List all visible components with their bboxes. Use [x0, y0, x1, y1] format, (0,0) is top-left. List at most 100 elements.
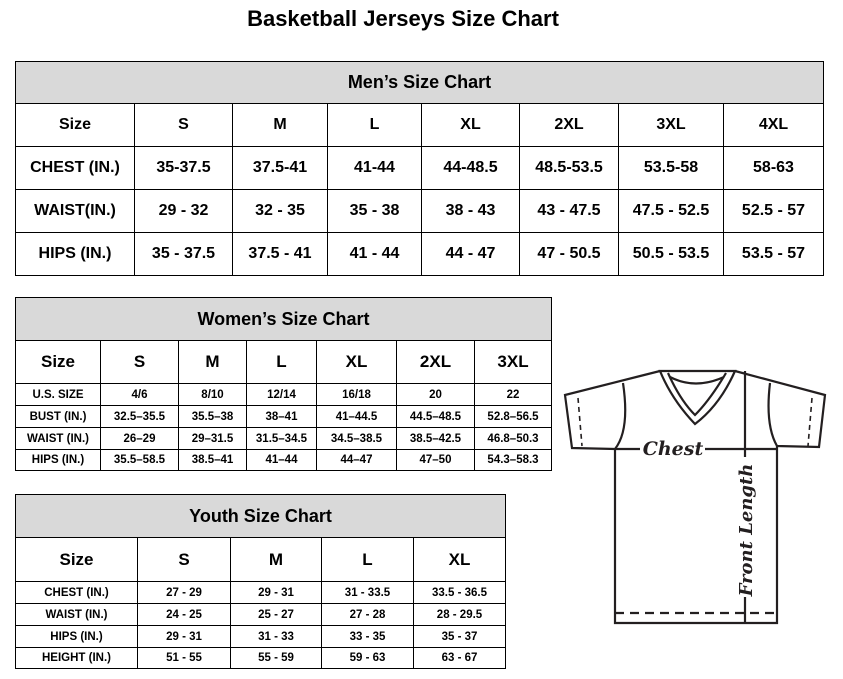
row-label: WAIST (IN.) [15, 427, 101, 450]
table-cell: 31 - 33.5 [321, 581, 414, 604]
row-label: Size [15, 103, 135, 147]
table-cell: S [137, 537, 231, 582]
table-row: Size S M L XL 2XL 3XL [15, 340, 553, 384]
table-cell: 35 - 37 [412, 625, 507, 648]
table-cell: 48.5-53.5 [519, 146, 619, 190]
table-cell: 20 [396, 383, 475, 406]
table-cell: 58-63 [723, 146, 824, 190]
table-row: WAIST (IN.) 26–29 29–31.5 31.5–34.5 34.5–38.… [15, 427, 553, 450]
table-cell: S [100, 340, 179, 384]
table-cell: 47–50 [396, 449, 475, 471]
table-cell: 29 - 31 [137, 625, 231, 648]
table-cell: 41–44 [246, 449, 317, 471]
table-cell: 46.8–50.3 [473, 427, 553, 450]
chest-label: Chest [643, 438, 704, 460]
youth-size-table: Youth Size Chart Size S M L XL CHEST (IN.) 27 … [14, 494, 507, 669]
table-cell: 25 - 27 [230, 603, 322, 626]
table-cell: 44 - 47 [421, 232, 520, 276]
table-row: CHEST (IN.) 27 - 29 29 - 31 31 - 33.5 33.5 -… [15, 581, 507, 604]
page-title: Basketball Jerseys Size Chart [247, 6, 559, 31]
table-cell: 44–47 [316, 449, 397, 471]
table-cell: M [230, 537, 322, 582]
table-cell: 59 - 63 [321, 647, 414, 669]
table-cell: 26–29 [100, 427, 179, 450]
table-cell: 8/10 [178, 383, 247, 406]
table-cell: 37.5-41 [232, 146, 328, 190]
table-cell: 47.5 - 52.5 [618, 189, 724, 233]
table-cell: XL [421, 103, 520, 147]
table-cell: 54.3–58.3 [473, 449, 553, 471]
row-label: Size [15, 340, 101, 384]
table-cell: 35-37.5 [134, 146, 233, 190]
table-cell: 38 - 43 [421, 189, 520, 233]
table-row: CHEST (IN.) 35-37.5 37.5-41 41-44 44-48.5 48.… [15, 146, 824, 190]
row-label: U.S. SIZE [15, 383, 101, 406]
table-cell: 53.5 - 57 [723, 232, 824, 276]
table-cell: 37.5 - 41 [232, 232, 328, 276]
table-cell: 50.5 - 53.5 [618, 232, 724, 276]
row-label: CHEST (IN.) [15, 146, 135, 190]
table-cell: XL [316, 340, 397, 384]
row-label: WAIST(IN.) [15, 189, 135, 233]
table-cell: 38–41 [246, 405, 317, 428]
table-cell: 2XL [519, 103, 619, 147]
table-cell: 53.5-58 [618, 146, 724, 190]
table-cell: 38.5–42.5 [396, 427, 475, 450]
table-row: U.S. SIZE 4/6 8/10 12/14 16/18 20 22 [15, 383, 553, 406]
jersey-diagram: Chest Front Length [563, 369, 827, 625]
table-cell: 29 - 31 [230, 581, 322, 604]
table-cell: 32 - 35 [232, 189, 328, 233]
table-cell: 35 - 37.5 [134, 232, 233, 276]
table-cell: 4XL [723, 103, 824, 147]
table-cell: 38.5–41 [178, 449, 247, 471]
table-cell: L [327, 103, 422, 147]
table-cell: 44.5–48.5 [396, 405, 475, 428]
table-cell: L [321, 537, 414, 582]
table-cell: 29–31.5 [178, 427, 247, 450]
table-cell: S [134, 103, 233, 147]
row-label: HIPS (IN.) [15, 449, 101, 471]
womens-size-table: Women’s Size Chart Size S M L XL 2XL 3XL U.S. S… [14, 297, 553, 471]
row-label: WAIST (IN.) [15, 603, 138, 626]
row-label: HIPS (IN.) [15, 232, 135, 276]
table-cell: 12/14 [246, 383, 317, 406]
mens-table-title: Men’s Size Chart [15, 61, 824, 104]
table-row: HIPS (IN.) 29 - 31 31 - 33 33 - 35 35 - 37 [15, 625, 507, 648]
table-cell: 28 - 29.5 [412, 603, 507, 626]
row-label: Size [15, 537, 138, 582]
table-row: WAIST(IN.) 29 - 32 32 - 35 35 - 38 38 - 43 43… [15, 189, 824, 233]
table-cell: 27 - 29 [137, 581, 231, 604]
table-cell: 27 - 28 [321, 603, 414, 626]
table-cell: 51 - 55 [137, 647, 231, 669]
table-cell: 41–44.5 [316, 405, 397, 428]
table-cell: M [178, 340, 247, 384]
table-cell: 24 - 25 [137, 603, 231, 626]
table-cell: 2XL [396, 340, 475, 384]
row-label: CHEST (IN.) [15, 581, 138, 604]
table-cell: 35.5–38 [178, 405, 247, 428]
table-cell: 31.5–34.5 [246, 427, 317, 450]
table-cell: 44-48.5 [421, 146, 520, 190]
table-row: HIPS (IN.) 35.5–58.5 38.5–41 41–44 44–47 47–5… [15, 449, 553, 471]
table-cell: 35.5–58.5 [100, 449, 179, 471]
table-row: WAIST (IN.) 24 - 25 25 - 27 27 - 28 28 - 29.… [15, 603, 507, 626]
womens-table-title: Women’s Size Chart [14, 297, 553, 341]
table-cell: 22 [473, 383, 553, 406]
table-cell: 3XL [473, 340, 553, 384]
table-cell: 47 - 50.5 [519, 232, 619, 276]
front-length-label: Front Length [736, 464, 757, 598]
table-cell: 31 - 33 [230, 625, 322, 648]
table-cell: 33 - 35 [321, 625, 414, 648]
table-cell: 16/18 [316, 383, 397, 406]
table-row: Size S M L XL [15, 537, 507, 582]
table-cell: 34.5–38.5 [316, 427, 397, 450]
table-cell: 55 - 59 [230, 647, 322, 669]
table-cell: 52.8–56.5 [473, 405, 553, 428]
row-label: BUST (IN.) [15, 405, 101, 428]
table-cell: 43 - 47.5 [519, 189, 619, 233]
table-cell: XL [412, 537, 507, 582]
table-cell: 35 - 38 [327, 189, 422, 233]
table-row: Size S M L XL 2XL 3XL 4XL [15, 103, 824, 147]
table-cell: 63 - 67 [412, 647, 507, 669]
table-row: BUST (IN.) 32.5–35.5 35.5–38 38–41 41–44.5 44… [15, 405, 553, 428]
